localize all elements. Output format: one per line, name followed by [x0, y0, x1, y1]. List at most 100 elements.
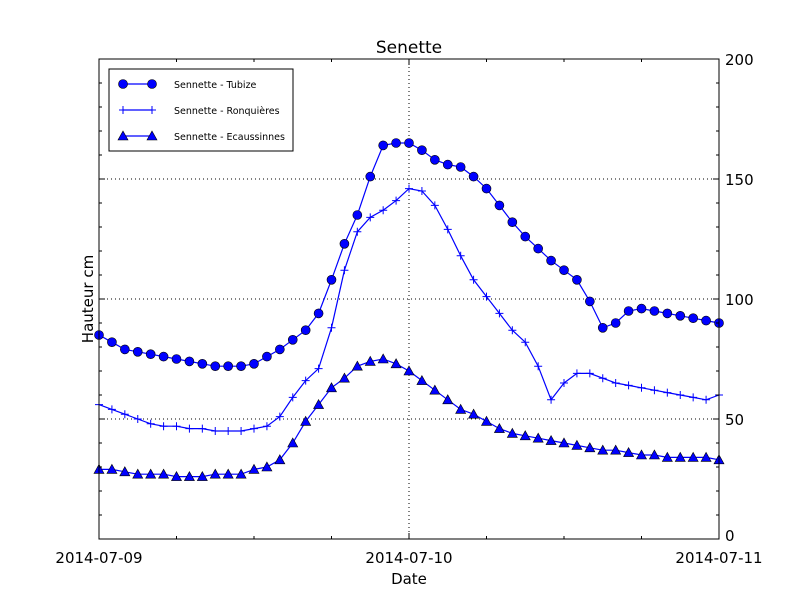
point-triangle [117, 130, 129, 141]
point-triangle [274, 454, 286, 465]
point-circle [262, 351, 272, 362]
point-triangle [700, 451, 712, 462]
point-plus [237, 427, 246, 435]
point-plus [456, 251, 465, 260]
point-triangle [480, 415, 493, 426]
x-tick-label: 2014-07-10 [365, 549, 452, 567]
ticks: 0 50 100 150 200 2014-07-09 2014-07-10 2014-07-… [55, 51, 762, 567]
point-circle [623, 306, 634, 316]
point-circle [339, 239, 350, 249]
point-plus [598, 374, 607, 383]
point-circle [171, 354, 182, 364]
point-plus [702, 395, 711, 404]
point-plus [482, 292, 491, 301]
point-triangle [338, 372, 350, 383]
chart-title: Senette [376, 38, 442, 58]
point-triangle [170, 470, 183, 481]
point-triangle [532, 432, 544, 443]
point-triangle [390, 358, 402, 369]
point-circle [145, 349, 156, 360]
point-circle [365, 171, 376, 182]
point-plus [288, 393, 297, 402]
point-triangle [183, 470, 195, 481]
point-circle [147, 79, 157, 89]
point-circle [300, 325, 311, 336]
point-triangle [377, 353, 389, 364]
point-circle [468, 171, 479, 182]
point-plus [327, 323, 336, 332]
point-circle [559, 265, 569, 276]
point-triangle [493, 422, 505, 433]
point-triangle [468, 408, 480, 419]
point-plus [275, 412, 284, 421]
point-triangle [235, 468, 247, 479]
point-plus [379, 206, 388, 215]
point-circle [378, 140, 388, 151]
point-triangle [545, 434, 557, 445]
point-circle [507, 217, 518, 227]
point-plus [663, 388, 672, 397]
point-circle [636, 303, 647, 314]
point-triangle [287, 437, 299, 448]
y-tick-label: 150 [725, 171, 754, 189]
point-triangle [158, 468, 170, 479]
point-triangle [597, 444, 609, 455]
point-plus [585, 369, 594, 378]
point-plus [159, 422, 168, 431]
point-plus [353, 227, 362, 236]
point-plus [469, 275, 478, 284]
point-circle [236, 361, 246, 372]
point-circle [158, 351, 169, 362]
point-triangle [325, 382, 338, 393]
point-triangle [261, 461, 273, 472]
point-plus [534, 362, 543, 371]
point-plus [133, 415, 142, 423]
point-triangle [442, 394, 454, 405]
point-triangle [455, 403, 467, 414]
point-circle [481, 183, 492, 194]
point-plus [495, 309, 504, 318]
point-circle [107, 337, 117, 348]
point-circle [326, 274, 337, 285]
point-triangle [145, 468, 157, 479]
point-circle [649, 306, 660, 316]
point-circle [533, 243, 543, 254]
point-plus [650, 386, 659, 395]
point-circle [675, 310, 686, 321]
point-plus [624, 381, 633, 390]
point-triangle [687, 451, 699, 462]
series-line [98, 142, 720, 367]
y-axis-label: Hauteur cm [79, 255, 97, 343]
legend-label: Sennette - Ecaussinnes [174, 132, 285, 143]
x-tick-label: 2014-07-11 [675, 549, 762, 567]
point-circle [442, 159, 453, 170]
point-circle [352, 210, 363, 220]
point-circle [494, 200, 505, 211]
legend-label: Sennette - Ronquières [174, 106, 280, 117]
point-triangle [222, 468, 234, 479]
point-plus [392, 196, 401, 205]
point-plus [148, 106, 156, 114]
point-circle [391, 138, 401, 148]
point-triangle [351, 360, 363, 371]
point-triangle [661, 451, 673, 462]
point-circle [520, 231, 531, 242]
legend: Sennette - Tubize Sennette - Ronquières Se… [108, 68, 294, 152]
point-plus [443, 225, 452, 234]
x-tick-label: 2014-07-09 [55, 549, 142, 567]
point-circle [132, 346, 143, 357]
point-triangle [674, 451, 686, 462]
point-circle [249, 358, 259, 369]
y-tick-label: 50 [725, 411, 744, 429]
point-circle [546, 255, 556, 266]
point-circle [223, 361, 233, 372]
point-plus [676, 391, 685, 399]
point-circle [701, 315, 711, 326]
point-circle [597, 322, 608, 333]
point-plus [430, 201, 439, 210]
point-plus [521, 338, 530, 347]
point-plus [119, 106, 127, 114]
series-plus [95, 184, 723, 435]
point-triangle [623, 446, 635, 457]
